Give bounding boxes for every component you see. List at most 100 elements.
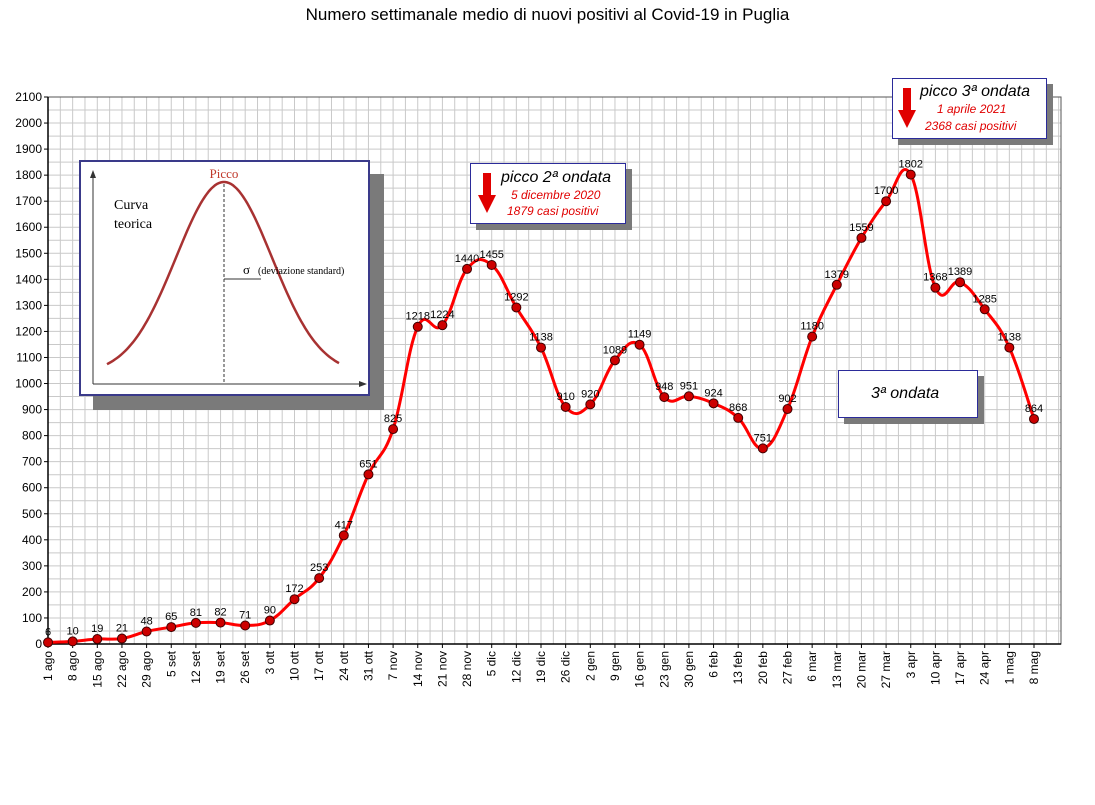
data-label: 951: [680, 380, 698, 392]
y-tick-label: 1500: [15, 246, 42, 260]
y-tick-label: 1100: [16, 350, 42, 364]
x-tick-label: 31 ott: [361, 650, 375, 681]
data-point: [289, 594, 300, 605]
data-label: 1292: [504, 291, 528, 303]
data-point: [511, 302, 522, 313]
data-label: 21: [116, 623, 128, 635]
peak2-annotation: picco 2ª ondata 5 dicembre 2020 1879 cas…: [470, 163, 626, 224]
x-tick-label: 3 apr: [904, 651, 918, 678]
data-label: 751: [754, 432, 772, 444]
x-tick-label: 19 dic: [534, 651, 548, 683]
data-label: 65: [165, 611, 177, 623]
y-tick-label: 1400: [15, 272, 42, 286]
data-label: 910: [556, 391, 574, 403]
data-label: 924: [704, 387, 722, 399]
data-label: 1368: [923, 272, 947, 284]
data-label: 48: [140, 615, 152, 627]
data-label: 6: [45, 626, 51, 638]
y-tick-label: 200: [22, 585, 42, 599]
x-tick-label: 27 feb: [781, 651, 795, 685]
data-point: [536, 342, 546, 353]
data-label: 825: [384, 413, 402, 425]
y-tick-label: 900: [22, 403, 42, 417]
data-point: [388, 424, 399, 435]
data-point: [67, 636, 78, 647]
data-label: 1224: [430, 309, 454, 321]
x-tick-label: 12 set: [189, 650, 203, 683]
data-label: 868: [729, 402, 747, 414]
inset-x-arrow: [359, 381, 367, 387]
x-tick-label: 10 apr: [928, 651, 942, 685]
data-point: [757, 443, 768, 454]
data-label: 1559: [849, 222, 873, 234]
data-point: [264, 615, 275, 626]
data-point: [166, 622, 177, 633]
data-label: 417: [335, 519, 353, 531]
data-label: 1285: [972, 293, 996, 305]
curve-label-1: Curva: [114, 198, 149, 213]
x-tick-label: 28 nov: [460, 651, 474, 687]
x-tick-label: 5 set: [164, 650, 178, 677]
data-point: [733, 412, 744, 423]
peak-label: Picco: [210, 166, 239, 181]
data-point: [240, 620, 251, 631]
x-tick-label: 15 ago: [90, 651, 104, 688]
data-label: 90: [264, 605, 276, 617]
bell-curve: [106, 180, 340, 366]
data-point: [585, 399, 596, 410]
data-point: [979, 304, 990, 315]
y-tick-label: 400: [22, 533, 42, 547]
data-label: 864: [1025, 403, 1043, 415]
data-point: [1004, 342, 1015, 353]
data-label: 1089: [603, 344, 627, 356]
x-tick-label: 17 ott: [312, 650, 326, 681]
wave3-annotation: 3ª ondata: [838, 370, 978, 418]
y-tick-label: 1800: [15, 168, 42, 182]
data-label: 948: [655, 381, 673, 393]
x-tick-label: 22 ago: [115, 651, 129, 688]
data-point: [905, 169, 916, 180]
x-tick-label: 6 mar: [805, 651, 819, 682]
data-label: 1180: [800, 321, 824, 333]
data-label: 902: [778, 393, 796, 405]
x-tick-label: 30 gen: [682, 651, 696, 688]
data-point: [314, 573, 325, 584]
peak3-annotation: picco 3ª ondata 1 aprile 2021 2368 casi …: [892, 78, 1047, 139]
y-tick-label: 700: [22, 455, 42, 469]
data-point: [807, 331, 818, 342]
y-tick-label: 1900: [15, 142, 42, 156]
down-arrow-icon: [898, 88, 916, 128]
data-point: [437, 320, 448, 331]
data-point: [659, 392, 670, 403]
y-tick-label: 1600: [15, 220, 42, 234]
x-tick-label: 23 gen: [657, 651, 671, 688]
x-tick-label: 10 ott: [288, 650, 302, 681]
data-point: [43, 637, 53, 648]
data-point: [782, 404, 793, 415]
y-tick-label: 800: [22, 429, 42, 443]
chart-title: Numero settimanale medio di nuovi positi…: [305, 5, 790, 24]
peak2-date: 5 dicembre 2020: [511, 188, 601, 202]
data-label: 1389: [948, 266, 972, 278]
data-point: [116, 633, 127, 644]
x-tick-label: 29 ago: [140, 651, 154, 688]
x-tick-label: 7 nov: [386, 651, 400, 680]
down-arrow-icon: [478, 173, 496, 213]
sigma-text: (deviazione standard): [258, 266, 344, 277]
data-label: 1379: [825, 269, 849, 281]
data-label: 172: [285, 583, 303, 595]
data-label: 1218: [406, 311, 430, 323]
x-tick-label: 21 nov: [435, 651, 449, 687]
x-tick-label: 16 gen: [633, 651, 647, 688]
data-point: [634, 339, 645, 350]
x-tick-label: 20 feb: [756, 651, 770, 685]
data-label: 1802: [899, 159, 923, 171]
y-tick-label: 2000: [15, 116, 42, 130]
data-point: [560, 401, 571, 412]
data-point: [881, 196, 892, 207]
data-label: 81: [190, 607, 202, 619]
data-point: [1029, 413, 1039, 424]
sigma-symbol: σ: [243, 262, 250, 277]
x-tick-label: 24 apr: [978, 651, 992, 685]
